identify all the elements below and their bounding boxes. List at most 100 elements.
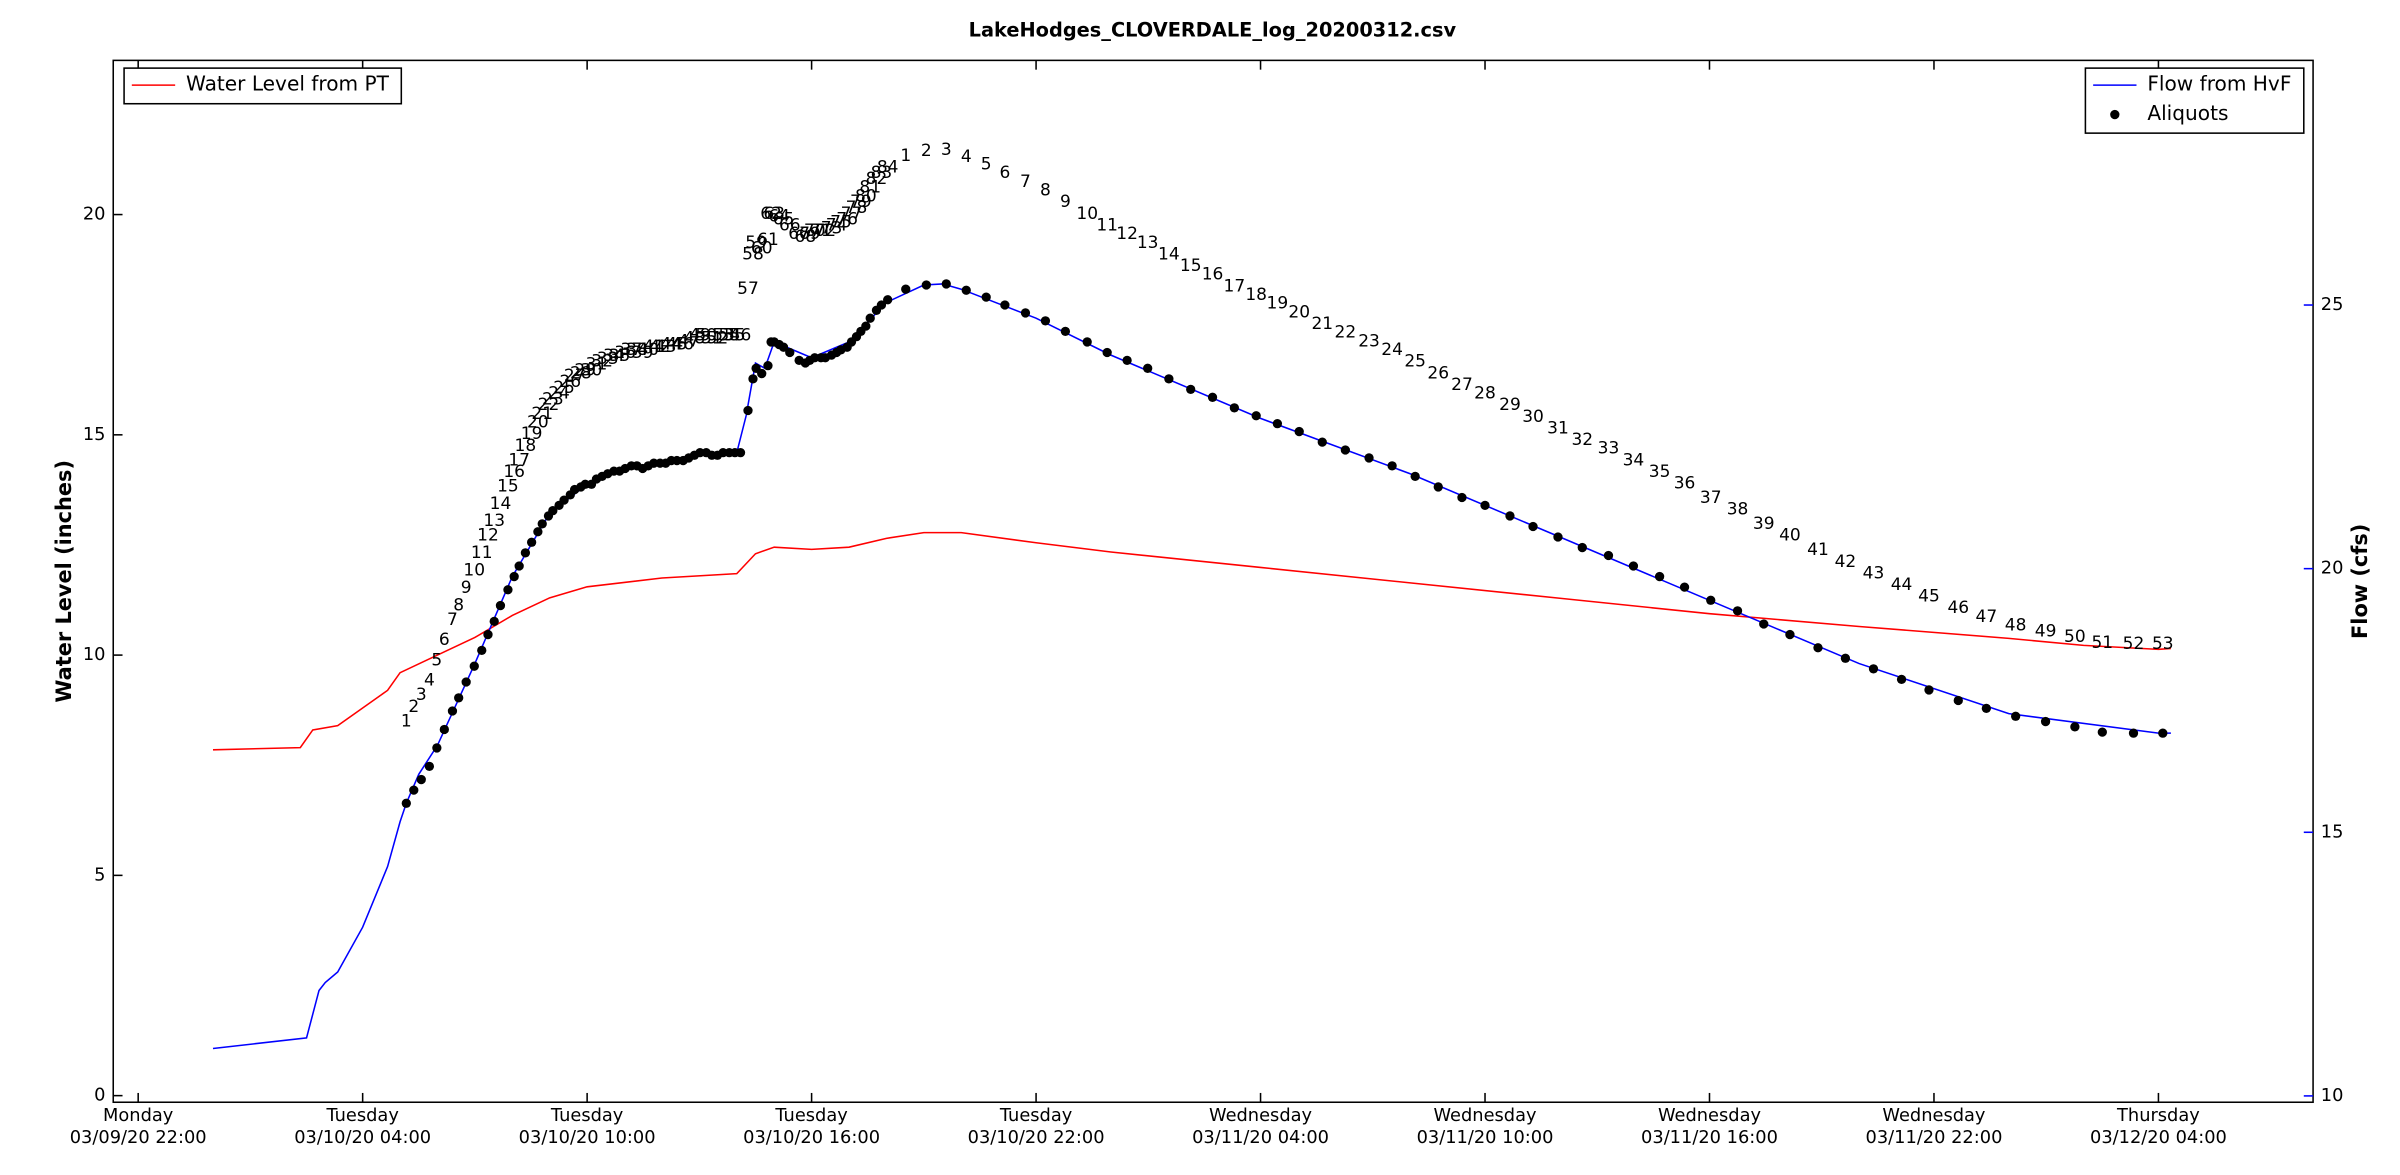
aliquot-marker	[537, 519, 547, 529]
aliquot-label: 82	[866, 169, 888, 189]
aliquot-marker	[2097, 727, 2107, 737]
aliquot-marker	[1457, 492, 1467, 503]
aliquot-label: 19	[1267, 294, 1289, 314]
aliquot-label: 31	[586, 355, 608, 375]
aliquot-label: 43	[655, 337, 677, 357]
aliquot-label: 16	[1202, 265, 1224, 285]
legend: Water Level from PT	[123, 67, 403, 105]
aliquot-marker	[1020, 308, 1031, 318]
aliquot-marker	[921, 280, 931, 290]
aliquot-marker	[401, 798, 411, 808]
aliquot-label: 11	[1096, 215, 1118, 235]
aliquot-label: 12	[1116, 224, 1138, 244]
aliquot-label: 57	[737, 279, 759, 299]
aliquot-label: 8	[1040, 181, 1051, 201]
aliquot-marker	[1410, 471, 1420, 482]
aliquot-label: 27	[564, 366, 586, 386]
aliquot-marker	[941, 279, 951, 289]
aliquot-label: 53	[2152, 634, 2174, 654]
aliquot-label: 41	[1807, 540, 1829, 560]
aliquot-marker	[1143, 363, 1153, 373]
aliquot-marker	[1577, 542, 1587, 553]
data-line	[212, 531, 2171, 751]
legend-label: Flow from HvF	[2147, 72, 2291, 96]
aliquot-marker	[409, 785, 419, 795]
aliquot-marker	[865, 313, 875, 323]
y-axis-label: Water Level (inches)	[52, 460, 76, 703]
aliquot-marker	[1528, 521, 1538, 532]
aliquot-marker	[876, 300, 887, 310]
aliquot-label: 23	[542, 389, 564, 409]
aliquot-marker	[1122, 355, 1132, 366]
aliquot-marker	[439, 724, 449, 735]
legend: Flow from HvF Aliquots	[2084, 67, 2305, 134]
x-tick-label: Thursday	[2116, 1105, 2200, 1126]
aliquot-marker	[1896, 674, 1907, 685]
aliquot-marker	[861, 321, 871, 331]
aliquot-label: 7	[447, 610, 458, 630]
aliquot-label: 52	[707, 329, 729, 349]
aliquot-marker	[1654, 571, 1665, 582]
aliquot-label: 42	[1835, 552, 1857, 572]
aliquot-label: 75	[830, 213, 852, 233]
aliquot-label: 62	[760, 204, 782, 224]
aliquot-label: 30	[581, 360, 603, 380]
aliquot-label: 13	[1137, 233, 1159, 253]
aliquot-label: 50	[2064, 627, 2086, 647]
aliquot-label: 17	[1224, 276, 1246, 296]
aliquot-label: 29	[574, 360, 596, 380]
aliquot-label: 18	[1245, 285, 1267, 305]
data-line	[212, 283, 2171, 1050]
aliquot-marker	[1294, 426, 1304, 437]
aliquot-label: 24	[548, 384, 570, 404]
aliquot-marker	[778, 342, 789, 352]
aliquot-label: 35	[609, 346, 631, 366]
y2-tick-label: 10	[2321, 1085, 2344, 1106]
aliquot-marker	[2040, 716, 2051, 727]
aliquot-label: 30	[1522, 407, 1544, 427]
aliquot-marker	[1272, 419, 1283, 429]
aliquot-label: 70	[804, 221, 826, 241]
aliquot-label: 51	[701, 329, 723, 349]
aliquot-marker	[1229, 403, 1240, 413]
aliquot-label: 36	[1674, 474, 1696, 494]
aliquot-marker	[883, 295, 893, 305]
aliquot-label: 27	[1451, 375, 1473, 395]
aliquot-marker	[1628, 561, 1639, 571]
aliquot-label: 10	[463, 560, 485, 580]
aliquot-label: 4	[424, 671, 435, 691]
aliquot-label: 41	[643, 337, 665, 357]
aliquot-label: 3	[416, 685, 427, 705]
aliquot-label: 33	[597, 349, 619, 369]
aliquot-label: 81	[859, 178, 881, 198]
y-tick-label: 10	[83, 644, 106, 665]
aliquot-label: 46	[1947, 598, 1969, 618]
aliquot-marker	[1340, 445, 1350, 455]
aliquot-label: 36	[614, 343, 636, 363]
aliquot-label: 74	[826, 215, 848, 235]
aliquot-label: 14	[1158, 244, 1180, 264]
aliquot-marker	[735, 448, 746, 458]
aliquot-label: 13	[483, 511, 505, 531]
aliquot-label: 17	[508, 450, 530, 470]
aliquot-marker	[757, 368, 767, 379]
legend-label: Aliquots	[2147, 101, 2228, 125]
aliquot-marker	[748, 374, 758, 384]
aliquot-marker	[1953, 695, 1963, 706]
aliquot-marker	[489, 616, 499, 627]
aliquot-marker	[548, 506, 558, 516]
aliquot-marker	[1251, 411, 1261, 421]
y-tick-label: 20	[83, 204, 106, 225]
aliquot-marker	[469, 661, 479, 671]
aliquot-label: 31	[1547, 418, 1569, 438]
aliquot-marker	[2128, 728, 2139, 738]
aliquot-marker	[1603, 550, 1614, 561]
x-tick-label: 03/11/20 16:00	[1641, 1127, 1778, 1148]
aliquot-label: 50	[695, 326, 717, 346]
aliquot-marker	[2158, 728, 2168, 738]
aliquot-label: 35	[1649, 462, 1671, 482]
aliquot-marker	[514, 561, 524, 571]
aliquot-label: 15	[1180, 256, 1202, 276]
aliquot-label: 45	[1918, 587, 1940, 607]
y-tick-label: 0	[94, 1085, 105, 1106]
